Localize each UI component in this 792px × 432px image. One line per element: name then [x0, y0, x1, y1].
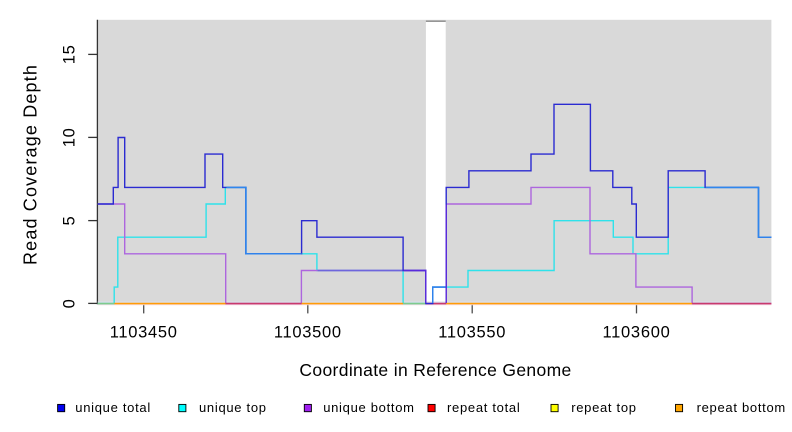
svg-text:1103600: 1103600: [603, 324, 671, 342]
svg-text:unique total: unique total: [75, 400, 151, 415]
svg-text:5: 5: [60, 216, 78, 226]
svg-text:1103450: 1103450: [110, 324, 178, 342]
svg-text:repeat total: repeat total: [447, 400, 520, 415]
svg-text:Read Coverage Depth: Read Coverage Depth: [21, 64, 41, 265]
svg-text:0: 0: [60, 298, 78, 308]
svg-text:repeat top: repeat top: [571, 400, 637, 415]
svg-text:unique bottom: unique bottom: [323, 400, 415, 415]
svg-text:1103500: 1103500: [274, 324, 342, 342]
svg-text:10: 10: [60, 128, 78, 148]
svg-text:1103550: 1103550: [438, 324, 506, 342]
svg-text:Coordinate in Reference Genome: Coordinate in Reference Genome: [299, 360, 571, 380]
svg-text:15: 15: [60, 45, 78, 65]
svg-text:repeat bottom: repeat bottom: [697, 400, 786, 415]
svg-text:unique top: unique top: [199, 400, 267, 415]
